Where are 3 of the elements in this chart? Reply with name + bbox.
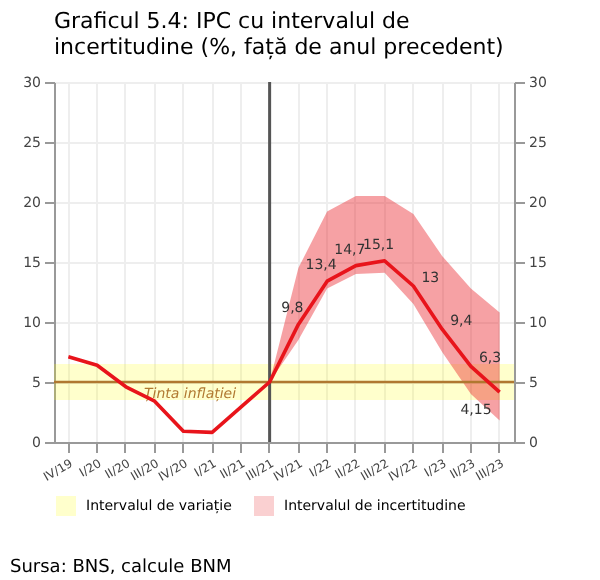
line-series <box>66 259 502 435</box>
chart-title: Graficul 5.4: IPC cu intervalul de incertitudine (%, față de anul precedent) <box>54 8 504 60</box>
text: Sursa: BNS, calcule BNM <box>10 558 232 578</box>
